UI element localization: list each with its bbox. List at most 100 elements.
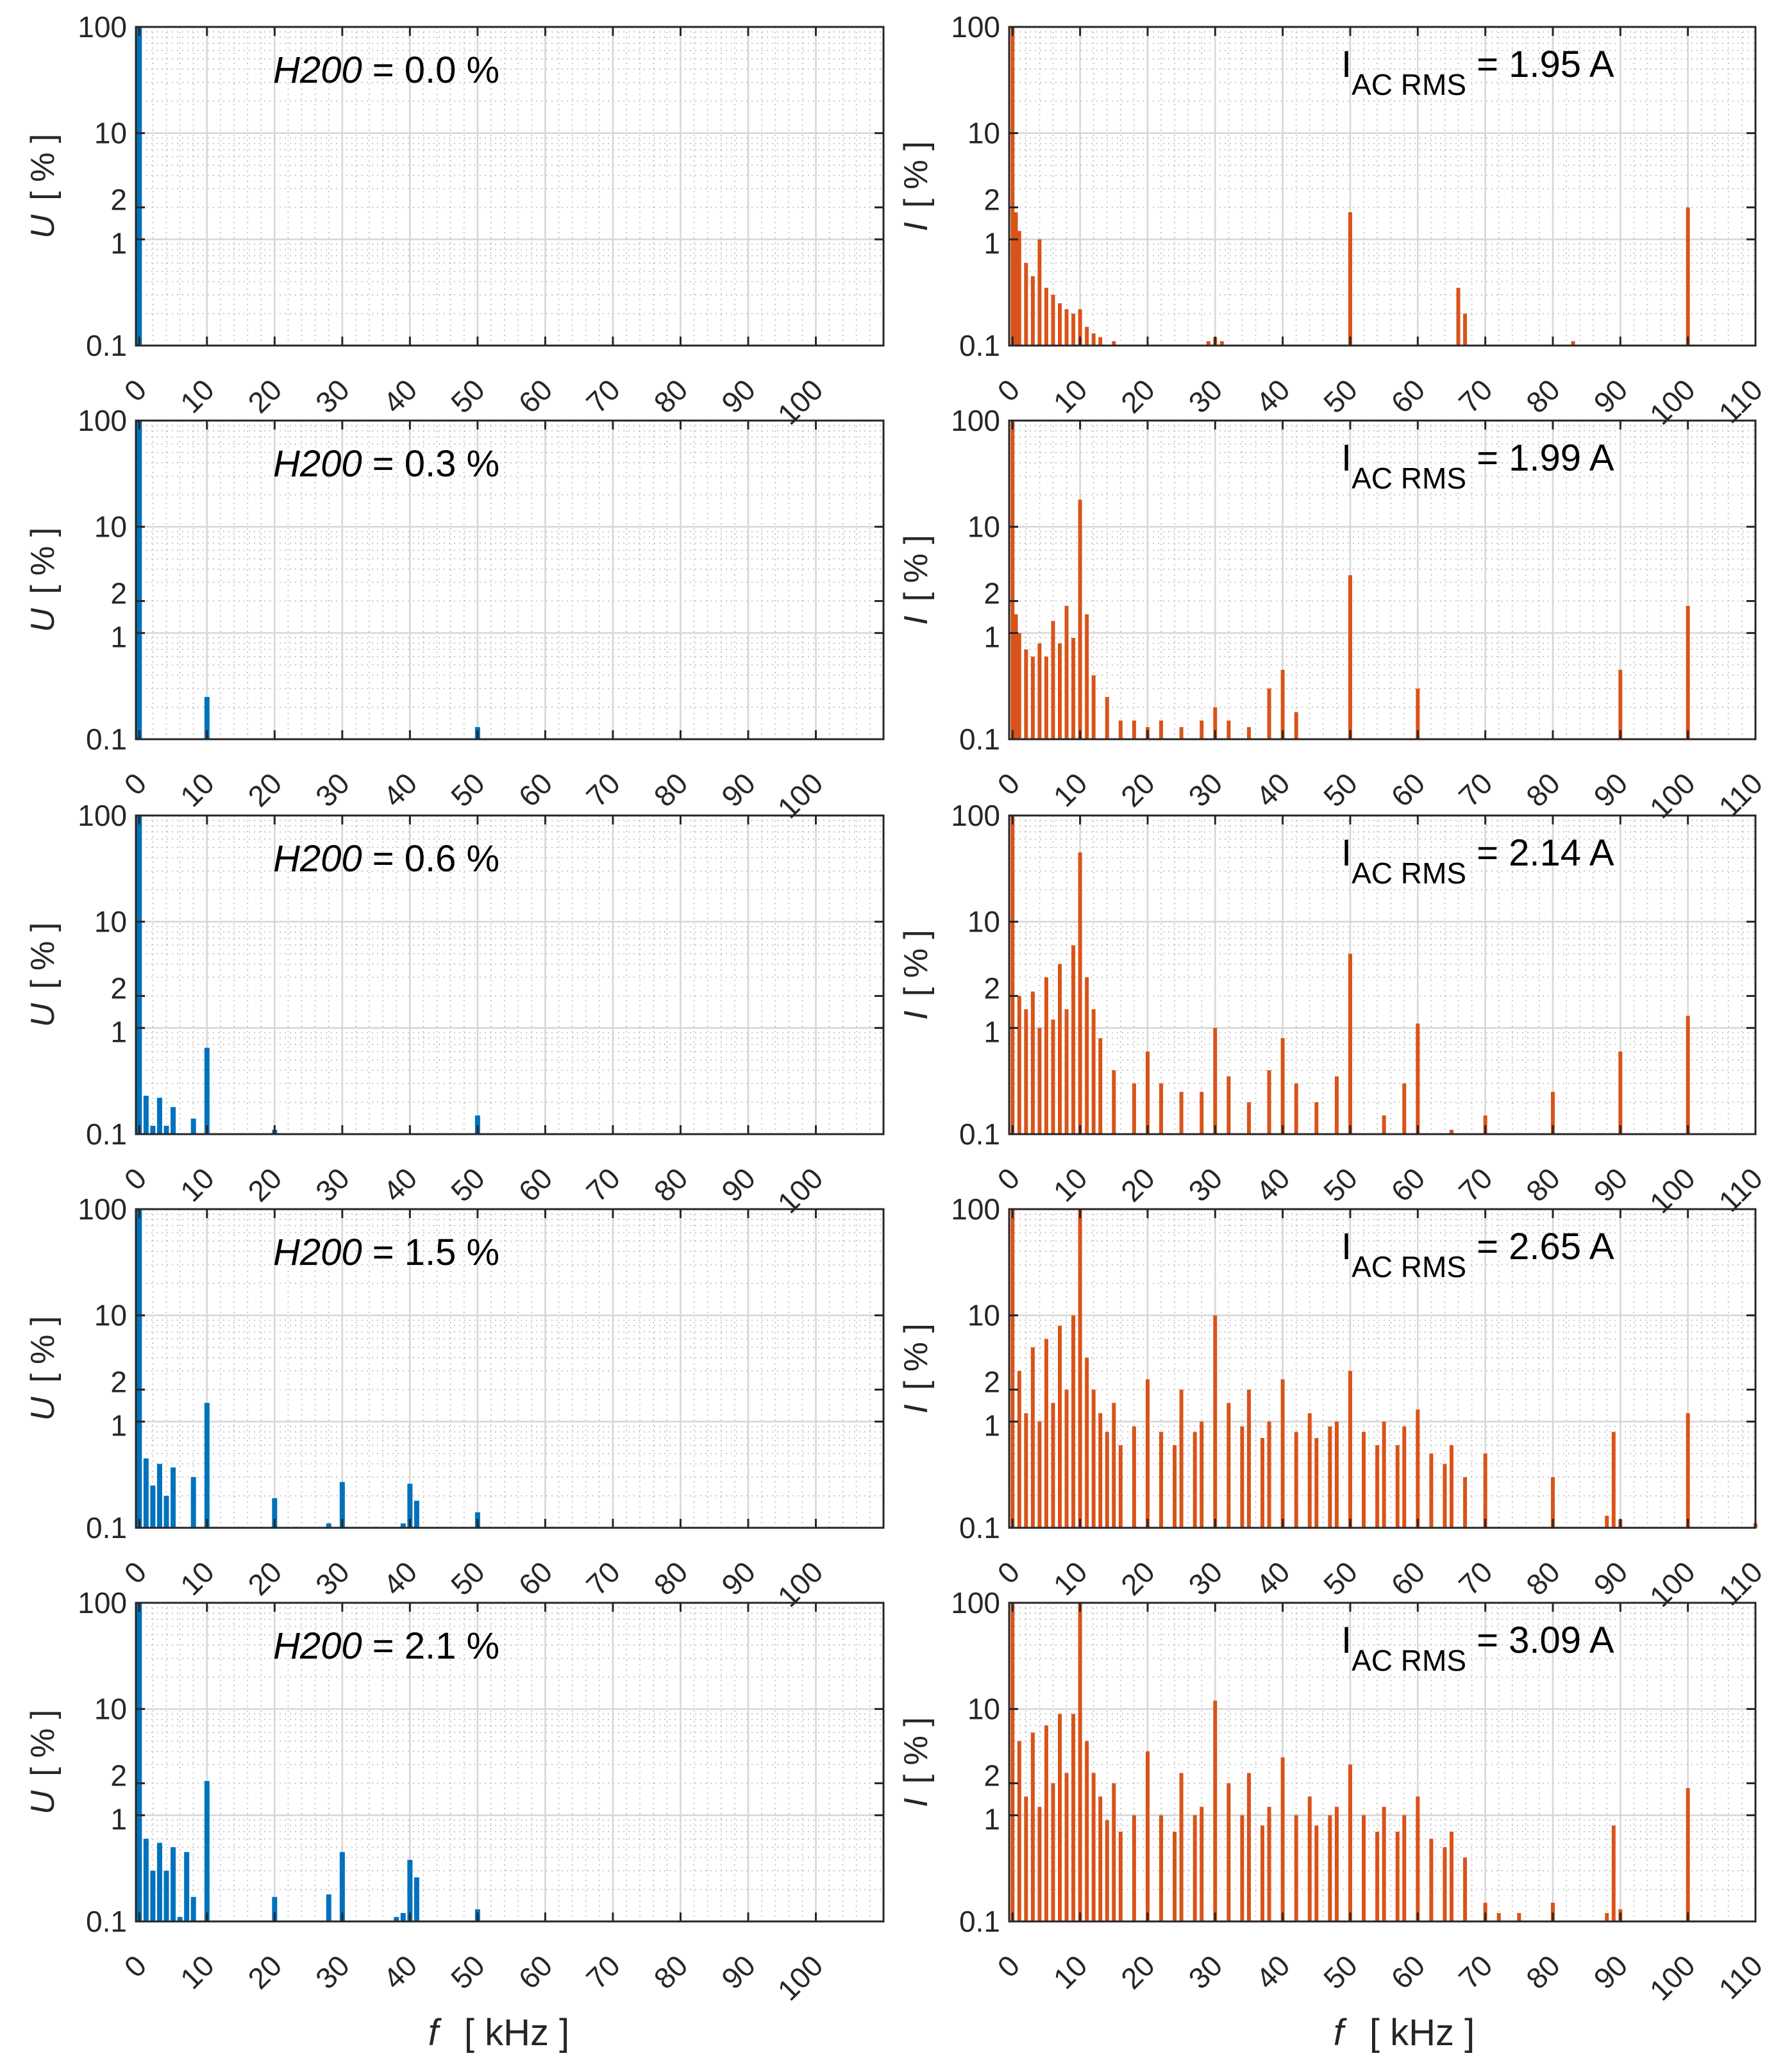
spectrum-bar bbox=[1037, 643, 1042, 739]
spectrum-bar bbox=[150, 1870, 156, 1921]
x-tick-label: 10 bbox=[1047, 1161, 1094, 1208]
spectrum-bar bbox=[1240, 1815, 1244, 1921]
spectrum-bar bbox=[1416, 1023, 1420, 1134]
spectrum-bar bbox=[171, 1847, 176, 1921]
axes-box bbox=[135, 1602, 885, 1923]
spectrum-bar bbox=[1091, 675, 1096, 739]
y-tick-label: 100 bbox=[951, 1586, 1000, 1619]
spectrum-bar bbox=[394, 1917, 399, 1921]
x-tick-label: 80 bbox=[1520, 1161, 1566, 1208]
y-tick-label: 2 bbox=[110, 183, 127, 216]
y-tick-label: 1 bbox=[110, 1015, 127, 1048]
y-tick-label: 0.1 bbox=[86, 1511, 127, 1544]
spectrum-bar bbox=[1173, 1831, 1177, 1921]
x-tick-label: 60 bbox=[512, 766, 559, 813]
spectrum-bar bbox=[156, 1464, 162, 1528]
spectrum-bar bbox=[1118, 720, 1123, 739]
x-tick-label: 80 bbox=[648, 1555, 694, 1602]
x-tick-label: 80 bbox=[1520, 372, 1566, 419]
spectrum-bar bbox=[1206, 341, 1210, 346]
x-tick-label: 0 bbox=[117, 1161, 153, 1196]
spectrum-bar bbox=[1193, 1815, 1197, 1921]
spectrum-bar bbox=[1280, 1757, 1285, 1921]
y-axis-label: I[ % ] bbox=[898, 1323, 935, 1413]
spectrum-bar bbox=[1686, 1788, 1690, 1921]
spectrum-bar bbox=[1037, 1807, 1042, 1921]
spectrum-bar bbox=[1024, 1413, 1028, 1528]
x-tick-label: 0 bbox=[991, 1161, 1026, 1196]
y-tick-label: 0.1 bbox=[959, 1117, 1000, 1151]
spectrum-bar bbox=[171, 1107, 176, 1134]
spectrum-bar bbox=[1571, 341, 1575, 346]
spectrum-bar bbox=[407, 1859, 413, 1921]
h200-annotation: H200 = 0.6 % bbox=[273, 838, 499, 880]
spectrum-bar bbox=[1010, 1603, 1015, 1921]
spectrum-bar bbox=[163, 1870, 169, 1921]
spectrum-bar bbox=[1051, 621, 1055, 739]
spectrum-bar bbox=[137, 27, 142, 346]
x-tick-label: 70 bbox=[580, 1555, 626, 1602]
spectrum-bar bbox=[1382, 1421, 1386, 1528]
spectrum-bar bbox=[1550, 1092, 1555, 1134]
y-tick-label: 10 bbox=[967, 905, 1000, 939]
x-tick-label: 70 bbox=[1452, 1555, 1499, 1602]
spectrum-bar bbox=[1362, 1432, 1366, 1528]
spectrum-bar bbox=[1058, 1714, 1062, 1921]
axes-box bbox=[135, 419, 885, 740]
spectrum-bar bbox=[1686, 606, 1690, 739]
y-tick-label: 10 bbox=[967, 510, 1000, 544]
x-tick-label: 20 bbox=[1114, 1948, 1161, 1995]
spectrum-bar bbox=[1443, 1464, 1447, 1528]
axes-box bbox=[135, 814, 885, 1135]
x-tick-label: 40 bbox=[376, 1161, 423, 1208]
x-tick-label: 0 bbox=[991, 372, 1026, 408]
spectrum-bar bbox=[1348, 1764, 1352, 1921]
spectrum-bar bbox=[339, 1852, 345, 1921]
x-tick-label: 50 bbox=[444, 372, 491, 419]
spectrum-bar bbox=[1132, 1815, 1136, 1921]
y-tick-label: 0.1 bbox=[86, 723, 127, 756]
x-tick-label: 0 bbox=[991, 766, 1026, 801]
spectrum-bar bbox=[414, 1500, 419, 1528]
spectrum-bar bbox=[1064, 1009, 1069, 1134]
spectrum-bar bbox=[1686, 1413, 1690, 1528]
spectrum-bar bbox=[1200, 1092, 1204, 1134]
spectrum-bar bbox=[1078, 1603, 1082, 1921]
x-tick-label: 50 bbox=[1317, 1948, 1364, 1995]
spectrum-bar bbox=[1010, 27, 1015, 346]
spectrum-bar bbox=[1098, 1796, 1103, 1921]
y-tick-label: 0.1 bbox=[86, 329, 127, 362]
spectrum-bar bbox=[1078, 499, 1082, 739]
spectrum-bar bbox=[1179, 1773, 1184, 1921]
y-tick-label: 100 bbox=[78, 404, 127, 437]
spectrum-bar bbox=[326, 1523, 331, 1528]
x-tick-label: 80 bbox=[1520, 1948, 1566, 1995]
spectrum-bar bbox=[1132, 1083, 1136, 1134]
x-tick-label: 60 bbox=[512, 372, 559, 419]
spectrum-bar bbox=[1064, 1389, 1069, 1528]
x-tick-label: 50 bbox=[1317, 1161, 1364, 1208]
spectrum-bar bbox=[1044, 977, 1048, 1134]
spectrum-bar bbox=[1449, 1831, 1453, 1921]
y-tick-label: 100 bbox=[78, 799, 127, 832]
y-tick-label: 2 bbox=[110, 1365, 127, 1398]
spectrum-bar bbox=[1294, 712, 1298, 739]
spectrum-bar bbox=[1071, 637, 1076, 739]
spectrum-bar bbox=[1496, 1912, 1501, 1921]
spectrum-bar bbox=[1395, 1831, 1400, 1921]
spectrum-bar bbox=[1091, 1009, 1096, 1134]
y-tick-label: 100 bbox=[951, 404, 1000, 437]
x-tick-label: 40 bbox=[376, 766, 423, 813]
x-tick-label: 90 bbox=[715, 1161, 762, 1208]
x-tick-label: 20 bbox=[1114, 1555, 1161, 1602]
y-axis-label: I[ % ] bbox=[898, 930, 935, 1019]
spectrum-bar bbox=[1260, 1437, 1265, 1528]
y-tick-label: 1 bbox=[984, 1015, 1000, 1048]
spectrum-bar bbox=[1044, 287, 1048, 346]
y-tick-label: 2 bbox=[110, 971, 127, 1005]
h200-annotation: H200 = 2.1 % bbox=[273, 1625, 499, 1667]
